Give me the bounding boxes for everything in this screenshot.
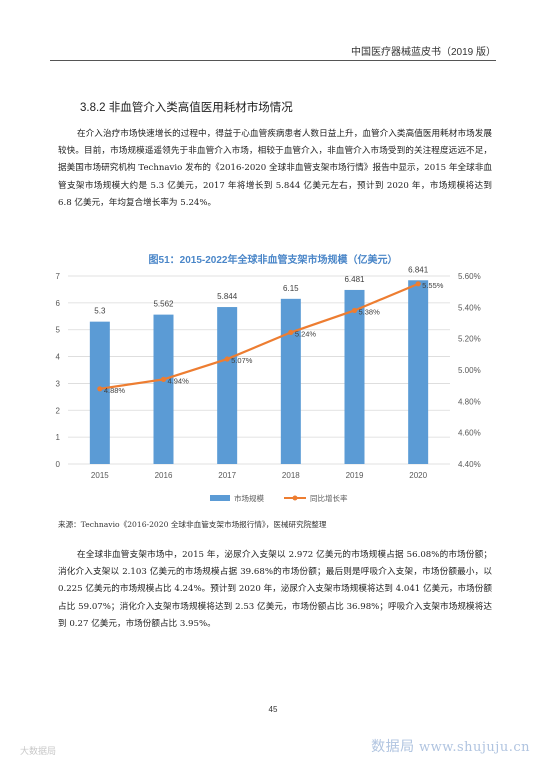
- watermark-right: 数据局 www.shujuju.cn: [371, 736, 530, 756]
- growth-rate-point: [224, 356, 230, 362]
- x-tick-label: 2016: [155, 471, 173, 480]
- bar: [217, 307, 238, 464]
- bar: [280, 298, 301, 464]
- growth-rate-label: 5.38%: [359, 307, 381, 316]
- bar: [408, 280, 429, 464]
- legend-swatch-point: [292, 495, 298, 501]
- y-right-tick-label: 4.80%: [458, 397, 481, 406]
- y-left-tick-label: 2: [56, 406, 61, 415]
- y-right-tick-label: 5.00%: [458, 366, 481, 375]
- section-heading: 3.8.2 非血管介入类高值医用耗材市场情况: [80, 102, 293, 114]
- legend-swatch-bar: [210, 495, 230, 501]
- figure-source: 来源：Technavio《2016-2020 全球非血管支架市场报行情》，医械研…: [58, 520, 327, 529]
- x-tick-label: 2019: [346, 471, 364, 480]
- bar: [153, 314, 174, 464]
- bar-value-label: 5.3: [94, 307, 106, 316]
- growth-rate-line: [99, 282, 419, 390]
- bar-value-label: 6.481: [344, 275, 365, 284]
- market-share-paragraph: 在全球非血管支架市场中，2015 年，泌尿介入支架以 2.972 亿美元的市场规…: [58, 550, 492, 629]
- bar-value-label: 6.15: [283, 284, 299, 293]
- x-tick-label: 2020: [409, 471, 427, 480]
- y-right-tick-label: 4.40%: [458, 460, 481, 469]
- figure-title: 图51：2015-2022年全球非血管支架市场规模（亿美元）: [148, 255, 398, 266]
- x-tick-label: 2018: [282, 471, 300, 480]
- bar-value-label: 5.562: [153, 300, 174, 309]
- y-right-tick-label: 4.60%: [458, 429, 481, 438]
- y-left-tick-label: 3: [56, 379, 61, 388]
- legend-label-line: 同比增长率: [310, 493, 348, 503]
- page-number: 45: [268, 705, 278, 714]
- growth-rate-point: [160, 376, 167, 382]
- bar: [89, 321, 110, 464]
- running-header: 中国医疗器械蓝皮书（2019 版）: [350, 47, 496, 58]
- intro-paragraph: 在介入治疗市场快速增长的过程中，得益于心血管疾病患者人数日益上升，血管介入类高值…: [58, 129, 492, 208]
- watermark-url: www.shujuju.cn: [419, 740, 530, 755]
- market-size-chart: 0 1 2 3 4 5 6 7 4.40% 4.60% 4.80% 5.00% 5.20% 5.40% 5.…: [56, 265, 481, 503]
- growth-rate-label: 5.55%: [422, 281, 444, 290]
- y-left-tick-label: 5: [56, 326, 61, 335]
- growth-rate-label: 4.94%: [168, 376, 190, 385]
- growth-rate-point: [415, 281, 421, 287]
- y-left-tick-label: 4: [56, 353, 61, 362]
- watermark-brand: 数据局: [371, 738, 415, 754]
- growth-rate-point: [97, 386, 103, 392]
- y-right-tick-label: 5.20%: [458, 335, 481, 344]
- bar: [344, 289, 365, 464]
- growth-rate-label: 4.88%: [104, 386, 126, 395]
- header-rule: [50, 60, 496, 61]
- bar-value-label: 5.844: [217, 292, 238, 301]
- y-left-tick-label: 6: [56, 299, 61, 308]
- y-left-tick-label: 1: [56, 433, 61, 442]
- growth-rate-point: [351, 307, 358, 314]
- y-left-tick-label: 0: [56, 460, 61, 469]
- growth-rate-point: [288, 329, 294, 335]
- y-right-tick-label: 5.40%: [458, 303, 481, 312]
- x-tick-label: 2017: [218, 471, 236, 480]
- growth-rate-label: 5.24%: [295, 329, 317, 338]
- bar-value-label: 6.841: [408, 265, 429, 274]
- y-right-tick-label: 5.60%: [458, 272, 481, 281]
- legend-label-bar: 市场规模: [234, 493, 264, 503]
- growth-rate-label: 5.07%: [231, 356, 253, 365]
- x-tick-label: 2015: [91, 471, 109, 480]
- y-left-tick-label: 7: [56, 272, 61, 281]
- watermark-left: 大数据局: [20, 746, 57, 756]
